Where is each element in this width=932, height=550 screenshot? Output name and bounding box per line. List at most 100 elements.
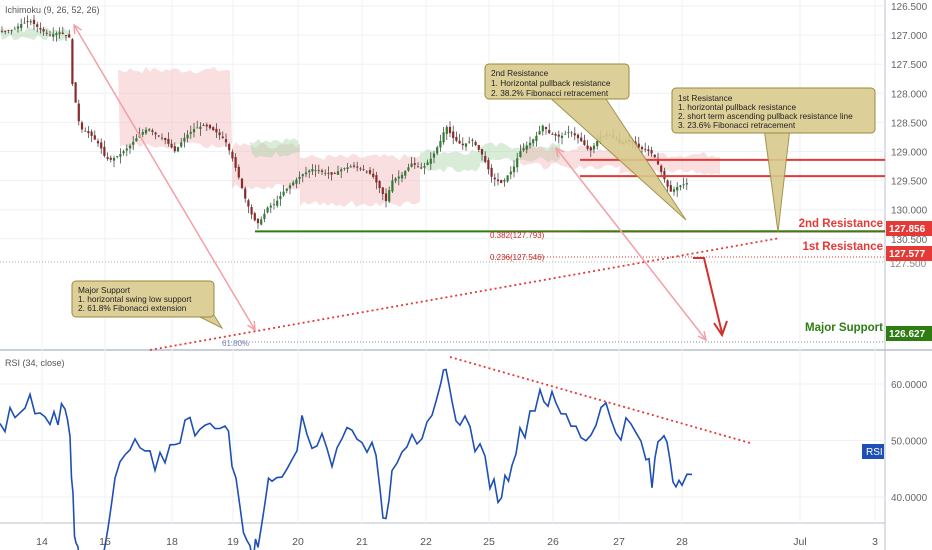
second-resistance-annotation[interactable]: 2nd Resistance 1. Horizontal pullback re… (484, 63, 687, 221)
candle-body (404, 171, 407, 176)
candle-body (644, 149, 647, 151)
first-resistance-price: 127.577 (889, 249, 926, 260)
candle-body (676, 187, 679, 191)
candle-body (288, 185, 292, 189)
candle-body (132, 141, 135, 145)
fib-arrow-left-tail (73, 23, 82, 35)
second-resistance-note-title: 2nd Resistance (491, 68, 549, 78)
candle-body (429, 158, 432, 164)
candle-body (42, 29, 45, 32)
second-resistance-note-line1: 1. Horizontal pullback resistance (491, 78, 611, 88)
candle-body (445, 126, 448, 134)
price-tick-label: 128.500 (891, 118, 928, 129)
major-support-annotation[interactable]: Major Support 1. horizontal swing low su… (71, 280, 224, 330)
candle-body (237, 166, 240, 178)
candle-body (269, 205, 272, 208)
candle-body (218, 132, 221, 136)
candle-body (583, 140, 586, 145)
candle-body (311, 169, 314, 172)
candle-body (439, 141, 442, 148)
candle-body (352, 165, 356, 167)
candle-body (461, 143, 464, 146)
candle-body (500, 179, 503, 184)
rsi-badge[interactable]: RSI (862, 444, 884, 459)
candle-body (272, 204, 276, 206)
candle-body (112, 157, 116, 161)
candle-body (61, 32, 64, 34)
candle-body (576, 134, 580, 139)
candle-body (378, 181, 381, 189)
candle-body (240, 178, 244, 189)
candle-body (84, 130, 87, 132)
x-tick-label: 19 (227, 536, 239, 548)
major-support-price-tag[interactable]: 126.627 (886, 326, 932, 341)
first-resistance-price-tag[interactable]: 127.577 (886, 246, 932, 261)
candle-body (544, 127, 548, 130)
candle-body (141, 132, 144, 135)
rsi-panel-background (0, 351, 885, 523)
candle-body (125, 148, 128, 151)
candle-body (215, 128, 218, 133)
candle-body (221, 136, 224, 138)
candle-body (410, 163, 413, 167)
candle-body (400, 174, 404, 179)
candle-body (538, 131, 541, 135)
candle-body (432, 153, 436, 158)
candle-body (228, 144, 231, 151)
x-tick-label: 25 (483, 536, 495, 548)
second-resistance-note-line2: 2. 38.2% Fibonacci retracement (491, 88, 609, 98)
candle-body (324, 172, 327, 174)
candle-body (157, 135, 160, 137)
candle-body (109, 157, 112, 160)
candle-body (484, 155, 487, 162)
first-resistance-label[interactable]: 1st Resistance (802, 241, 883, 253)
x-tick-label: 27 (613, 536, 625, 548)
first-resistance-annotation[interactable]: 1st Resistance 1. horizontal pullback re… (671, 87, 876, 233)
major-support-label[interactable]: Major Support (805, 322, 883, 334)
candle-body (231, 151, 234, 159)
candle-body (506, 175, 509, 182)
candle-body (176, 147, 180, 152)
candle-body (151, 130, 154, 132)
candle-body (372, 173, 375, 177)
candle-body (32, 19, 36, 25)
rsi-title[interactable]: RSI (34, close) (5, 358, 65, 368)
rsi-tick-label: 40.0000 (891, 493, 928, 504)
second-resistance-price-tag[interactable]: 127.856 (886, 221, 932, 236)
candle-body (509, 171, 512, 175)
candle-body (26, 20, 29, 22)
candle-body (679, 185, 682, 188)
candle-body (567, 132, 570, 133)
price-indicator-title[interactable]: Ichimoku (9, 26, 52, 26) (5, 5, 100, 15)
candle-body (48, 34, 52, 36)
first-resistance-note-line2: 2. short term ascending pullback resista… (678, 111, 853, 121)
candle-body (580, 137, 583, 142)
second-resistance-label[interactable]: 2nd Resistance (799, 218, 883, 230)
candle-body (407, 167, 410, 171)
first-resistance-note-line3: 3. 23.6% Fibonacci retracement (678, 120, 796, 130)
candle-body (375, 175, 378, 183)
x-tick-label: 18 (166, 536, 178, 548)
candle-body (116, 156, 119, 157)
candle-body (669, 185, 672, 192)
candle-body (0, 31, 4, 33)
x-tick-label: 21 (356, 536, 368, 548)
candle-body (474, 141, 477, 146)
candle-body (282, 191, 285, 196)
candle-body (448, 126, 452, 134)
candle-body (183, 137, 186, 142)
candle-body (490, 167, 493, 177)
candle-body (423, 166, 426, 168)
rsi-tick-label: 50.0000 (891, 437, 928, 448)
rsi-trendline (449, 356, 751, 444)
candle-body (327, 172, 330, 174)
candle-body (135, 138, 138, 142)
candle-body (477, 145, 480, 150)
candle-body (285, 188, 288, 191)
candle-body (487, 160, 490, 170)
candle-body (356, 166, 359, 168)
candle-body (516, 158, 519, 168)
candle-body (180, 142, 183, 147)
candle-body (560, 135, 564, 138)
